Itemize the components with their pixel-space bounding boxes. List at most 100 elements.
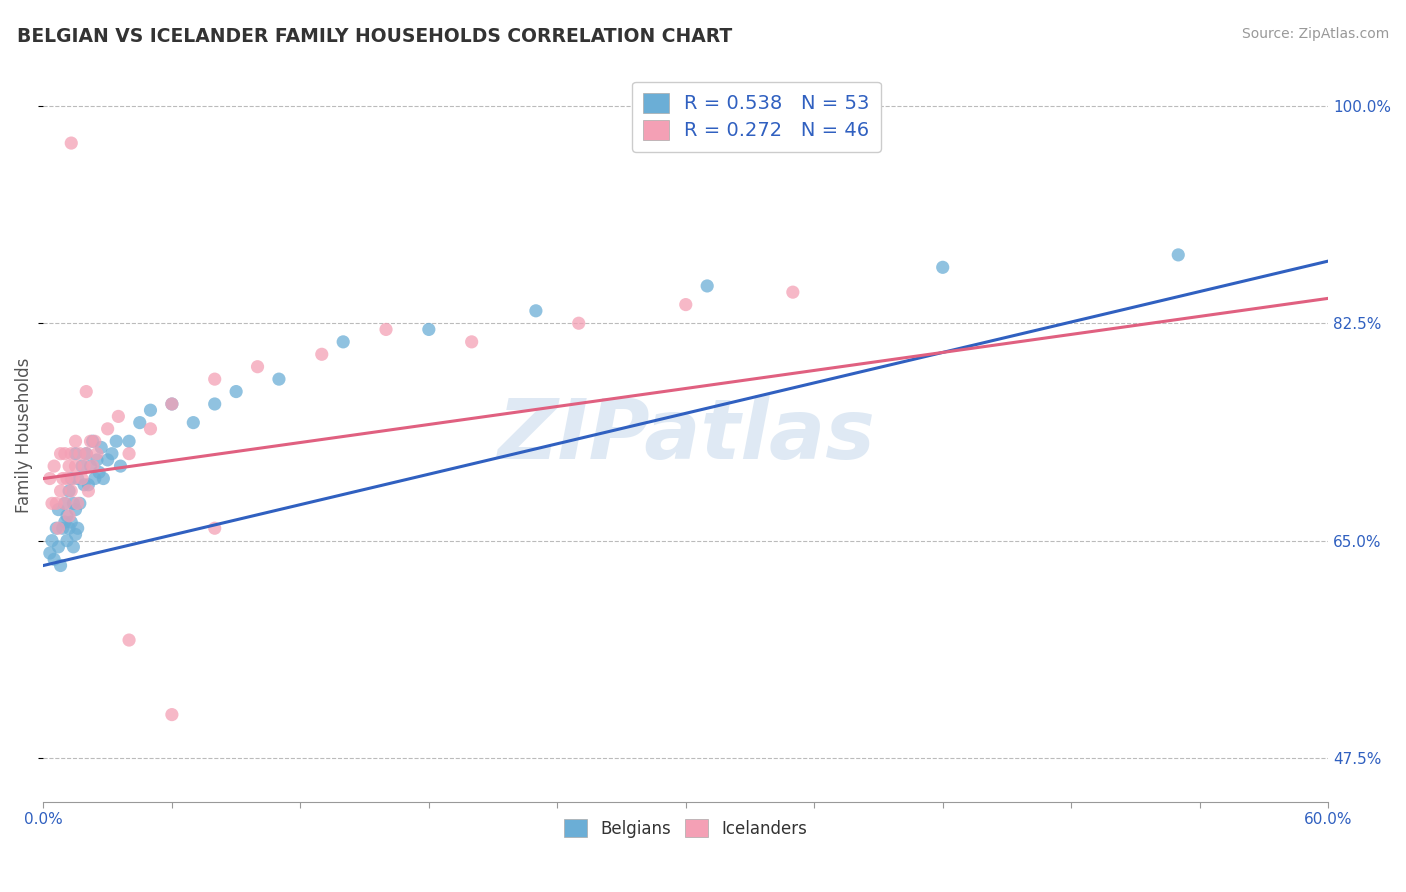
Text: BELGIAN VS ICELANDER FAMILY HOUSEHOLDS CORRELATION CHART: BELGIAN VS ICELANDER FAMILY HOUSEHOLDS C… — [17, 27, 733, 45]
Point — [782, 285, 804, 300]
Point — [79, 434, 101, 449]
Point — [97, 422, 120, 436]
Point — [45, 496, 67, 510]
Point — [105, 434, 128, 449]
Text: Source: ZipAtlas.com: Source: ZipAtlas.com — [1241, 27, 1389, 41]
Point — [66, 496, 89, 510]
Point — [267, 372, 290, 386]
Point — [1167, 248, 1189, 262]
Point — [52, 471, 75, 485]
Point — [97, 453, 120, 467]
Point — [128, 416, 150, 430]
Point — [69, 496, 91, 510]
Point — [418, 322, 440, 336]
Point — [45, 521, 67, 535]
Point — [49, 483, 72, 498]
Point — [49, 558, 72, 573]
Point — [460, 334, 482, 349]
Point — [107, 409, 129, 424]
Point — [118, 447, 141, 461]
Point — [56, 471, 79, 485]
Point — [75, 447, 97, 461]
Point — [41, 533, 63, 548]
Point — [79, 459, 101, 474]
Point — [931, 260, 953, 275]
Point — [66, 521, 89, 535]
Point — [82, 434, 104, 449]
Point — [42, 459, 65, 474]
Point — [87, 466, 110, 480]
Point — [60, 471, 83, 485]
Point — [160, 707, 183, 722]
Point — [75, 384, 97, 399]
Point — [65, 459, 87, 474]
Point — [62, 471, 84, 485]
Point — [70, 459, 93, 474]
Point — [53, 447, 76, 461]
Point — [160, 397, 183, 411]
Point — [58, 459, 80, 474]
Point — [225, 384, 247, 399]
Point — [110, 459, 132, 474]
Point — [139, 422, 162, 436]
Point — [568, 316, 591, 330]
Point — [73, 459, 96, 474]
Point — [160, 397, 183, 411]
Point — [49, 447, 72, 461]
Point — [82, 459, 104, 474]
Point — [675, 297, 697, 311]
Point — [118, 434, 141, 449]
Point — [38, 471, 60, 485]
Point — [41, 496, 63, 510]
Point — [86, 453, 108, 467]
Point — [83, 434, 105, 449]
Point — [52, 521, 75, 535]
Point — [181, 416, 204, 430]
Point — [83, 471, 105, 485]
Point — [332, 334, 354, 349]
Point — [77, 477, 100, 491]
Point — [56, 508, 79, 523]
Point — [53, 496, 76, 510]
Point — [101, 447, 124, 461]
Point — [48, 540, 70, 554]
Point — [60, 136, 83, 150]
Point — [38, 546, 60, 560]
Point — [53, 496, 76, 510]
Point — [60, 515, 83, 529]
Point — [696, 279, 718, 293]
Point — [75, 447, 97, 461]
Point — [58, 508, 80, 523]
Point — [204, 397, 226, 411]
Point — [204, 521, 226, 535]
Point — [56, 533, 79, 548]
Point — [65, 527, 87, 541]
Point — [90, 441, 112, 455]
Point — [65, 447, 87, 461]
Point — [65, 502, 87, 516]
Point — [311, 347, 333, 361]
Point — [73, 477, 96, 491]
Point — [66, 471, 89, 485]
Point — [65, 434, 87, 449]
Legend: Belgians, Icelanders: Belgians, Icelanders — [557, 813, 814, 845]
Point — [58, 483, 80, 498]
Point — [139, 403, 162, 417]
Point — [62, 496, 84, 510]
Text: ZIPatlas: ZIPatlas — [496, 394, 875, 475]
Point — [48, 521, 70, 535]
Point — [86, 447, 108, 461]
Point — [48, 502, 70, 516]
Point — [70, 471, 93, 485]
Point — [246, 359, 269, 374]
Point — [93, 471, 115, 485]
Point — [58, 521, 80, 535]
Y-axis label: Family Households: Family Households — [15, 358, 32, 513]
Point — [77, 483, 100, 498]
Point — [524, 303, 547, 318]
Point — [60, 447, 83, 461]
Point — [69, 447, 91, 461]
Point — [204, 372, 226, 386]
Point — [62, 540, 84, 554]
Point — [53, 515, 76, 529]
